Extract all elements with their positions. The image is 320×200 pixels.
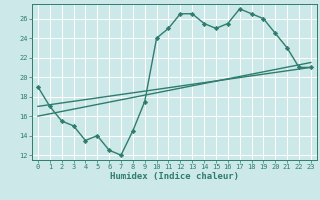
X-axis label: Humidex (Indice chaleur): Humidex (Indice chaleur) [110,172,239,181]
